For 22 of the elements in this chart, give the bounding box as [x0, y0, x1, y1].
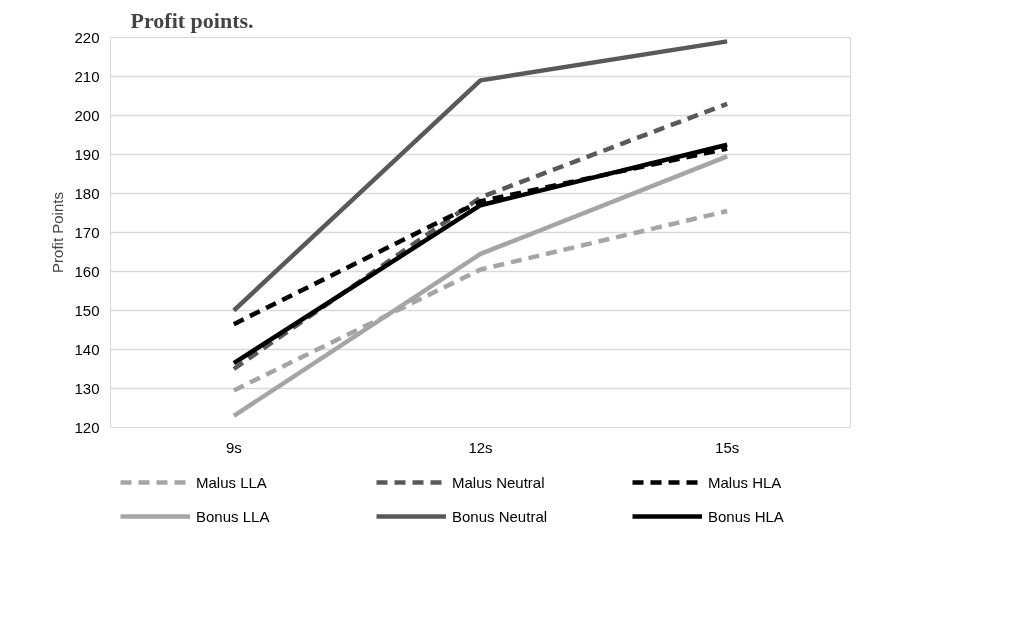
y-tick-label: 120 [74, 418, 100, 436]
legend-label: Malus Neutral [452, 473, 546, 491]
chart-title: Profit points. [130, 7, 254, 33]
y-tick-label: 210 [74, 67, 100, 85]
legend-label: Malus HLA [708, 473, 783, 491]
y-axis-title: Profit Points [49, 192, 67, 273]
y-tick-label: 170 [74, 223, 100, 241]
y-tick-label: 200 [74, 106, 100, 124]
y-tick-label: 160 [74, 262, 100, 280]
y-tick-label: 150 [74, 301, 100, 319]
y-tick-label: 220 [74, 28, 100, 46]
y-tick-label: 140 [74, 340, 100, 358]
x-tick-label: 9s [225, 438, 242, 456]
legend-label: Malus LLA [196, 473, 268, 491]
x-tick-label: 15s [715, 438, 740, 456]
y-tick-label: 130 [74, 379, 100, 397]
y-tick-label: 190 [74, 145, 100, 163]
legend-label: Bonus HLA [708, 507, 785, 525]
legend-label: Bonus Neutral [452, 507, 549, 525]
legend-label: Bonus LLA [196, 507, 271, 525]
x-tick-label: 12s [468, 438, 493, 456]
y-tick-label: 180 [74, 184, 100, 202]
